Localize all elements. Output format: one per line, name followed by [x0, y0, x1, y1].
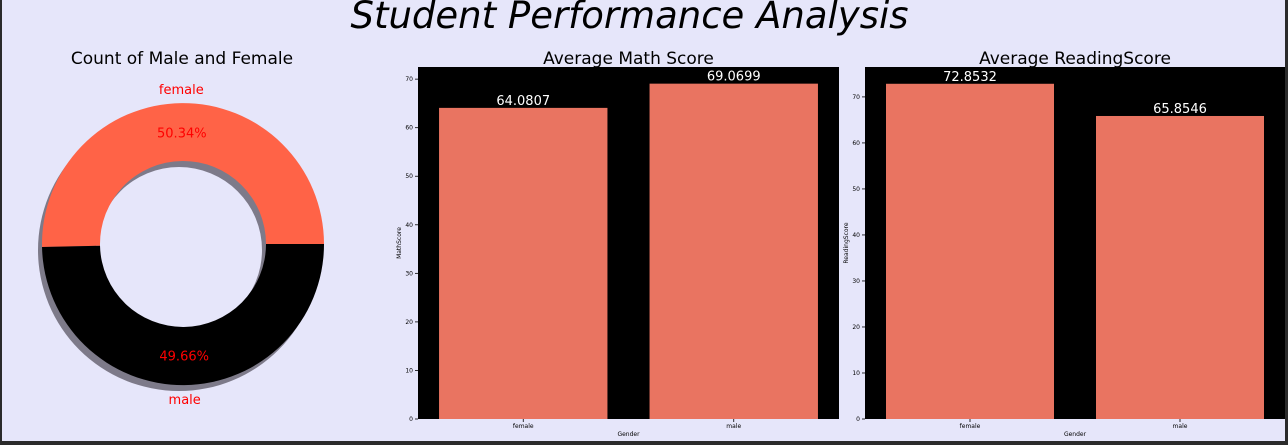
y-tick-label: 40	[852, 232, 860, 239]
main-title: Student Performance Analysis	[350, 0, 909, 37]
pie-label-male: male	[169, 393, 201, 408]
y-tick-label: 30	[852, 278, 860, 285]
y-tick-label: 0	[409, 416, 413, 423]
bar-female	[439, 107, 608, 420]
bar-male	[649, 83, 818, 420]
y-tick-label: 60	[852, 140, 860, 147]
pie-pct-label-female: 50.34%	[157, 127, 207, 142]
y-tick-label: 50	[405, 173, 413, 180]
y-tick-label: 0	[856, 416, 860, 423]
bar-value-label: 69.0699	[707, 70, 761, 85]
bar-chart-2: Average ReadingScore 0 10 20 30 40 50 60 70 Readi…	[843, 49, 1285, 438]
bar-chart-title: Average Math Score	[543, 49, 714, 69]
bar-male	[1096, 115, 1264, 419]
y-tick-label: 10	[405, 367, 413, 374]
pie-chart-title: Count of Male and Female	[70, 49, 294, 69]
x-tick-label: female	[960, 423, 981, 430]
pie-pct-label-male: 49.66%	[159, 349, 209, 364]
bar-chart-1: Average Math Score 0 10 20 30 40 50 60 70 MathSco…	[396, 49, 839, 438]
y-axis-label: ReadingScore	[843, 222, 850, 263]
x-axis-label: Gender	[1064, 431, 1087, 438]
bar-value-label: 64.0807	[496, 94, 550, 109]
y-tick-label: 70	[852, 94, 860, 101]
bar-value-label: 72.8532	[943, 70, 997, 85]
y-tick-label: 60	[405, 125, 413, 132]
y-tick-label: 20	[405, 319, 413, 326]
y-tick-label: 30	[405, 270, 413, 277]
x-tick-label: male	[726, 423, 741, 430]
pie-slice-male	[42, 244, 325, 386]
bar-female	[886, 83, 1054, 420]
bar-chart-title: Average ReadingScore	[979, 49, 1171, 69]
y-tick-label: 70	[405, 76, 413, 83]
y-tick-label: 50	[852, 186, 860, 193]
x-tick-label: male	[1173, 423, 1188, 430]
y-tick-label: 10	[852, 370, 860, 377]
y-tick-label: 40	[405, 222, 413, 229]
pie-slice-female	[41, 103, 324, 248]
x-tick-label: female	[513, 423, 534, 430]
bar-value-label: 65.8546	[1153, 102, 1207, 117]
y-axis-label: MathScore	[396, 227, 403, 259]
y-tick-label: 20	[852, 324, 860, 331]
pie-label-female: female	[159, 83, 204, 98]
x-axis-label: Gender	[617, 431, 640, 438]
